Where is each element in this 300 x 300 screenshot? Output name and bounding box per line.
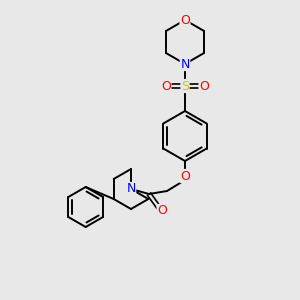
Text: O: O	[180, 14, 190, 26]
Text: O: O	[161, 80, 171, 92]
Text: N: N	[180, 58, 190, 70]
Text: O: O	[157, 205, 167, 218]
Text: N: N	[126, 182, 136, 196]
Text: O: O	[180, 169, 190, 182]
Text: S: S	[181, 80, 189, 92]
Text: O: O	[199, 80, 209, 92]
